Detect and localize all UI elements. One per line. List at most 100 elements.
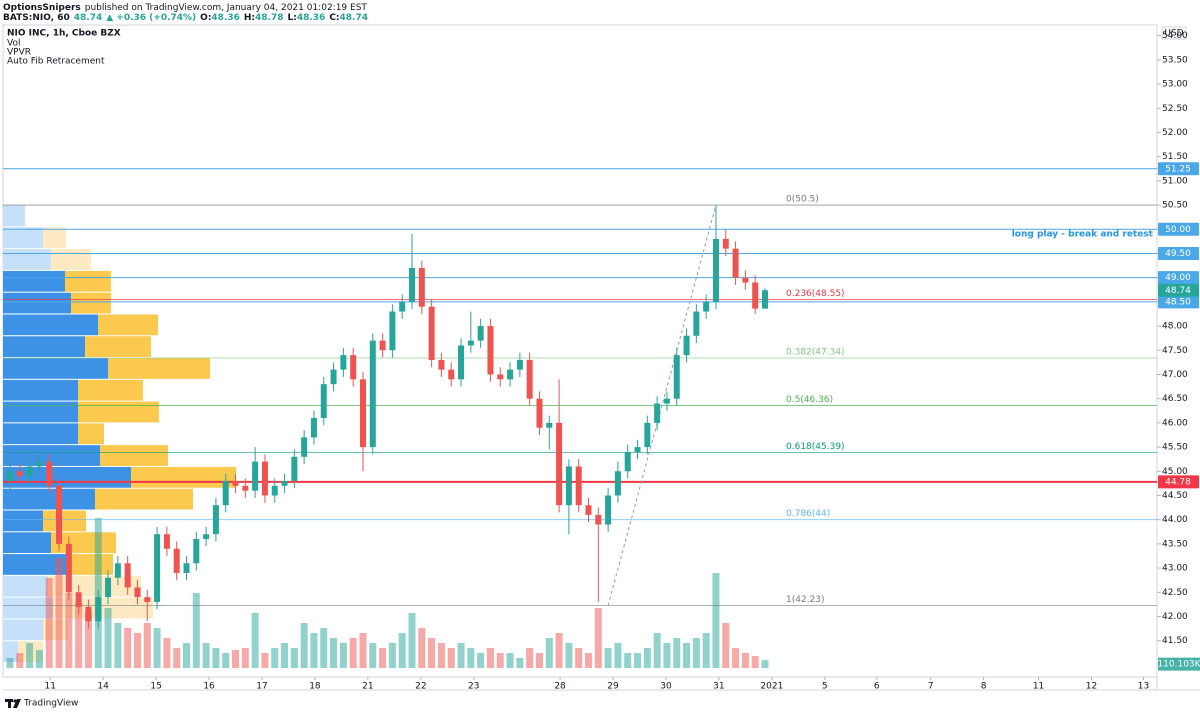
- fib-label: 0.618(45.39): [786, 442, 845, 452]
- volume-bar: [359, 633, 367, 668]
- candle-body: [487, 326, 494, 375]
- volume-bar: [477, 653, 485, 668]
- vpvr-up: [3, 575, 48, 597]
- volume-bar: [349, 638, 357, 668]
- candle-body: [732, 248, 739, 278]
- candle-body: [26, 466, 33, 477]
- vpvr-up: [3, 554, 66, 575]
- vpvr-down: [78, 401, 159, 423]
- volume-bar: [26, 643, 34, 668]
- candle-body: [46, 461, 53, 486]
- candle-body: [350, 355, 357, 380]
- candle-body: [310, 418, 317, 438]
- volume-bar: [163, 638, 171, 668]
- vpvr-up: [3, 358, 108, 379]
- candle-body: [497, 374, 504, 380]
- y-tick-label: 46.50: [1162, 394, 1188, 404]
- y-tick-label: 42.50: [1162, 588, 1188, 598]
- candle-body: [418, 267, 425, 307]
- x-tick-label: 8: [981, 682, 987, 692]
- candle-body: [271, 485, 278, 496]
- candle-body: [624, 451, 631, 472]
- price-box-label: 51.25: [1165, 164, 1191, 174]
- volume-bar: [683, 643, 691, 668]
- y-tick-label: 41.50: [1162, 636, 1188, 646]
- vpvr-up: [3, 227, 43, 249]
- candle-body: [536, 398, 543, 428]
- volume-bar: [75, 603, 83, 668]
- currency: USD: [1164, 29, 1183, 39]
- vpvr-up: [3, 423, 78, 445]
- volume-bar: [486, 648, 494, 668]
- volume-bar: [575, 648, 583, 668]
- candle-body: [673, 355, 680, 399]
- x-tick-label: 29: [607, 682, 619, 692]
- quote-part: 48.74: [74, 13, 102, 23]
- vpvr-down: [100, 445, 168, 466]
- x-tick-label: 15: [150, 682, 161, 692]
- vpvr-down: [108, 358, 210, 379]
- price-box-label: 44.78: [1165, 477, 1191, 487]
- volume-bar: [173, 648, 181, 668]
- volume-bar: [153, 628, 161, 668]
- candle-body: [634, 447, 641, 452]
- volume-bar: [251, 613, 259, 668]
- volume-bar: [281, 643, 289, 668]
- volume-bar: [16, 653, 24, 668]
- candle-body: [232, 480, 239, 486]
- volume-box-label: 110.103K: [1157, 660, 1200, 670]
- volume-bar: [516, 658, 524, 668]
- x-tick-label: 18: [309, 682, 321, 692]
- y-tick-label: 50.50: [1162, 201, 1188, 211]
- volume-bar: [467, 648, 475, 668]
- volume-bar: [182, 643, 190, 668]
- brand: TradingView: [23, 699, 78, 709]
- candle-body: [16, 471, 23, 477]
- candle-body: [359, 379, 366, 448]
- price-box: [1158, 246, 1199, 260]
- volume-bar: [133, 633, 141, 668]
- candle-body: [742, 277, 749, 283]
- x-tick-label: 23: [468, 682, 479, 692]
- volume-bar: [192, 593, 200, 668]
- candle-body: [154, 534, 161, 602]
- volume-bar: [202, 643, 210, 668]
- vpvr-down: [43, 510, 86, 532]
- y-tick-label: 46.00: [1162, 418, 1188, 428]
- candle-body: [458, 345, 465, 380]
- vpvr-up: [3, 205, 25, 227]
- volume-bar: [624, 653, 632, 668]
- fib-label: 0.5(46.36): [786, 395, 833, 405]
- vpvr-up: [3, 249, 51, 270]
- candle-body: [556, 422, 563, 506]
- volume-bar: [545, 638, 553, 668]
- y-tick-label: 47.50: [1162, 346, 1188, 356]
- levels: [3, 168, 1157, 483]
- volume-bar: [437, 643, 445, 668]
- y-tick-label: 44.00: [1162, 515, 1188, 525]
- x-tick-label: 11: [44, 682, 55, 692]
- vpvr-up: [3, 532, 51, 554]
- volume-bar: [35, 650, 43, 668]
- vpvr-up: [3, 466, 131, 488]
- volume-bar: [143, 623, 151, 668]
- price-box: [1158, 162, 1199, 176]
- quote-line: BATS:NIO, 60 48.74 ▲ +0.36 (+0.74%) O:48.36…: [3, 13, 368, 23]
- quote-part: L:: [288, 13, 297, 23]
- volume-bar: [692, 638, 700, 668]
- candle-body: [301, 437, 308, 457]
- x-tick-label: 30: [660, 682, 672, 692]
- fib-label: 0.382(47.34): [786, 348, 845, 358]
- candle-body: [585, 505, 592, 515]
- volume-bar: [330, 638, 338, 668]
- x-tick-label: 11: [1033, 682, 1044, 692]
- volume-bar: [712, 573, 720, 668]
- candle-body: [320, 384, 327, 419]
- candle-body: [683, 335, 690, 356]
- candle-body: [379, 340, 386, 351]
- volume-bar: [65, 593, 73, 668]
- x-tick-label: 31: [713, 682, 724, 692]
- volume-bar: [702, 633, 710, 668]
- vpvr-down: [65, 270, 111, 292]
